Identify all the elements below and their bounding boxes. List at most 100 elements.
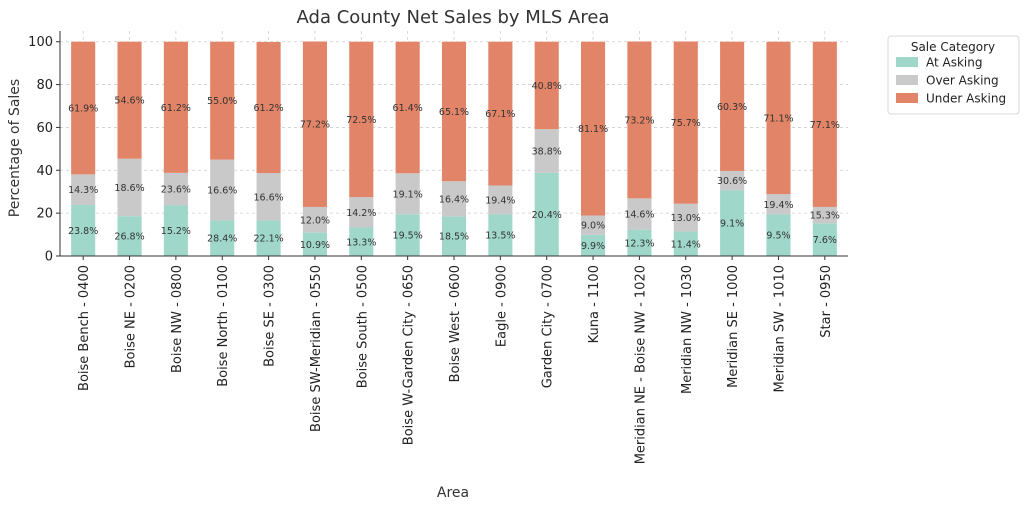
axes: 0 20 40 60 80 100 Boise Bench - 0400 Boise NE -… xyxy=(28,31,848,464)
data-label: 10.9% xyxy=(300,240,330,251)
bar-segment-under-asking xyxy=(534,41,559,130)
data-label: 54.6% xyxy=(114,96,144,107)
y-tick-label: 20 xyxy=(36,207,53,222)
data-label: 14.6% xyxy=(624,210,654,221)
data-label: 7.6% xyxy=(813,235,837,246)
y-tick-label: 40 xyxy=(36,164,53,179)
x-tick-label: Boise W-Garden City - 0650 xyxy=(402,265,417,445)
data-label: 77.2% xyxy=(300,120,330,131)
x-tick-label: Eagle - 0900 xyxy=(494,265,509,347)
bar-segment-under-asking xyxy=(581,41,606,216)
bar-segment-under-asking xyxy=(349,41,374,198)
data-label: 12.3% xyxy=(624,238,654,249)
data-label: 16.6% xyxy=(207,186,237,197)
bars xyxy=(71,41,837,256)
data-label: 61.9% xyxy=(68,104,98,115)
data-label: 61.2% xyxy=(161,103,191,114)
x-tick-label: Boise NW - 0800 xyxy=(170,265,185,373)
x-tick-label: Meridian SW - 1010 xyxy=(772,265,787,393)
bar-segment-at-asking xyxy=(210,220,235,256)
data-label: 16.4% xyxy=(439,194,469,205)
data-label: 72.5% xyxy=(346,115,376,126)
data-label: 18.5% xyxy=(439,232,469,243)
bar-segment-under-asking xyxy=(673,41,698,204)
data-label: 19.4% xyxy=(485,195,515,206)
data-label: 9.0% xyxy=(581,221,605,232)
data-label: 61.4% xyxy=(393,103,423,114)
data-label: 18.6% xyxy=(114,183,144,194)
data-label: 13.5% xyxy=(485,231,515,242)
bar-segment-under-asking xyxy=(627,41,652,199)
x-tick-label: Star - 0950 xyxy=(819,265,834,338)
data-label: 26.8% xyxy=(114,232,144,243)
data-label: 15.3% xyxy=(810,211,840,222)
data-label: 65.1% xyxy=(439,107,469,118)
bar-segment-over-asking xyxy=(210,159,235,221)
bar-segment-at-asking xyxy=(395,214,420,256)
bar-segment-over-asking xyxy=(766,194,791,215)
bar-segment-under-asking xyxy=(720,41,745,171)
bar-segment-under-asking xyxy=(812,41,837,207)
bar-segment-at-asking xyxy=(812,223,837,256)
bar-segment-over-asking xyxy=(581,215,606,235)
bar-segment-at-asking xyxy=(673,231,698,256)
data-label: 55.0% xyxy=(207,96,237,107)
y-tick-label: 100 xyxy=(28,35,53,50)
bar-segment-over-asking xyxy=(488,185,513,215)
data-label: 67.1% xyxy=(485,109,515,120)
data-label: 19.1% xyxy=(393,189,423,200)
bar-segment-at-asking xyxy=(627,229,652,256)
bar-segment-over-asking xyxy=(302,206,327,233)
data-label: 28.4% xyxy=(207,234,237,245)
bar-segment-at-asking xyxy=(349,227,374,256)
data-label: 23.8% xyxy=(68,226,98,237)
legend-frame xyxy=(887,35,1020,115)
bar-segment-under-asking xyxy=(71,41,96,175)
y-tick-label: 0 xyxy=(45,250,53,265)
bar-segment-at-asking xyxy=(163,205,188,256)
data-label: 12.0% xyxy=(300,215,330,226)
legend-entry: At Asking xyxy=(926,56,982,70)
legend-entry: Under Asking xyxy=(926,92,1006,106)
data-label: 71.1% xyxy=(763,113,793,124)
bar-segment-at-asking xyxy=(117,216,142,256)
bar-segment-under-asking xyxy=(302,41,327,207)
bar-segment-under-asking xyxy=(256,41,281,174)
data-label: 61.2% xyxy=(253,103,283,114)
legend-swatch xyxy=(896,75,918,85)
legend-title: Sale Category xyxy=(911,40,995,54)
bar-segment-over-asking xyxy=(395,173,420,215)
y-tick-label: 80 xyxy=(36,78,53,93)
x-tick-label: Boise West - 0600 xyxy=(448,265,463,382)
data-label: 13.0% xyxy=(671,213,701,224)
data-label: 14.3% xyxy=(68,185,98,196)
data-label: 73.2% xyxy=(624,115,654,126)
bar-segment-under-asking xyxy=(210,41,235,160)
bar-segment-under-asking xyxy=(163,41,188,173)
bar-segment-over-asking xyxy=(441,181,467,217)
bar-segment-over-asking xyxy=(627,198,652,230)
x-axis-label: Area xyxy=(437,485,469,501)
data-label: 14.2% xyxy=(346,208,376,219)
data-label: 22.1% xyxy=(253,234,283,245)
x-tick-label: Boise SW-Meridian - 0550 xyxy=(309,265,324,432)
bar-segment-at-asking xyxy=(766,214,791,256)
bar-segment-at-asking xyxy=(71,205,96,256)
x-tick-label: Meridian NE - Boise NW - 1020 xyxy=(633,265,648,464)
y-axis-label: Percentage of Sales xyxy=(7,79,23,217)
bar-segment-over-asking xyxy=(720,170,745,191)
bar-segment-at-asking xyxy=(581,234,606,256)
bar-segment-at-asking xyxy=(534,172,559,256)
bar-segment-under-asking xyxy=(488,41,513,186)
bar-segment-at-asking xyxy=(302,232,327,256)
data-label: 60.3% xyxy=(717,102,747,113)
bar-segment-at-asking xyxy=(441,216,467,256)
data-label: 9.1% xyxy=(720,219,744,230)
x-tick-label: Garden City - 0700 xyxy=(541,265,556,388)
data-label: 13.3% xyxy=(346,237,376,248)
legend-swatch xyxy=(896,57,918,67)
bar-segment-under-asking xyxy=(395,41,420,174)
data-label: 9.5% xyxy=(766,231,790,242)
x-tick-label: Kuna - 1100 xyxy=(587,265,602,343)
